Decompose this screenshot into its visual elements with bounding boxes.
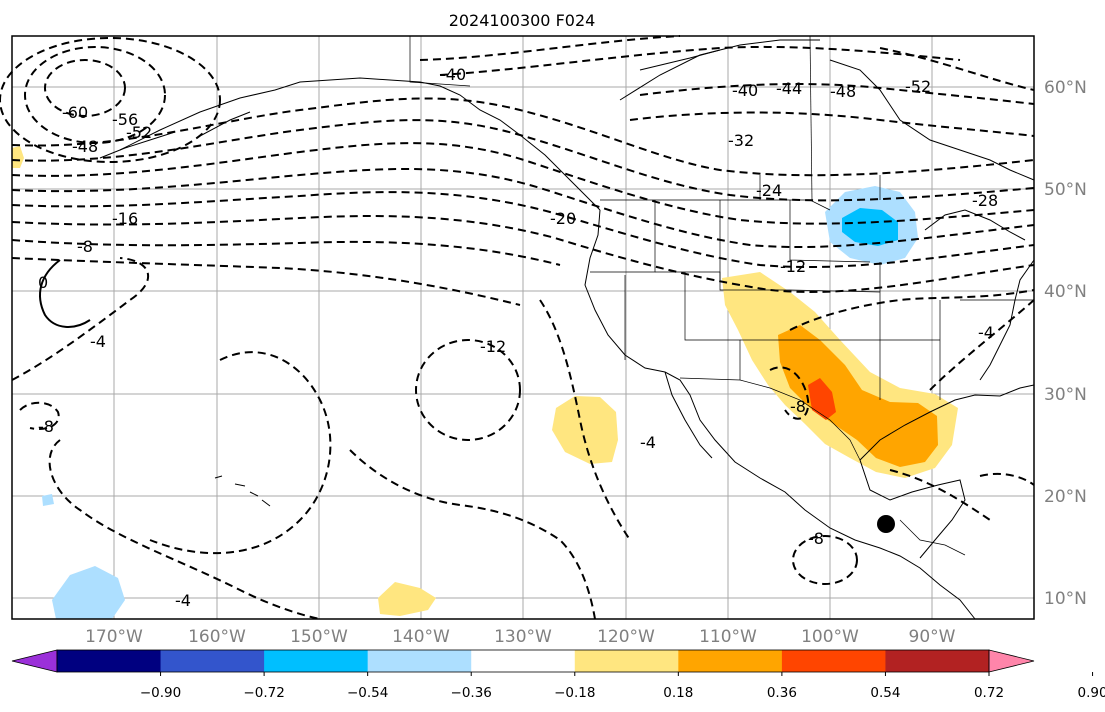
lat-label: 30°N	[1044, 385, 1087, 405]
anomaly-shading	[12, 146, 958, 619]
lon-label: 170°W	[85, 627, 143, 647]
negative-anomaly-blue-region	[842, 208, 898, 246]
colorbar-tick-label: 0.72	[974, 685, 1004, 701]
lat-label: 20°N	[1044, 487, 1087, 507]
colorbar	[11, 649, 1035, 673]
lon-label: 130°W	[494, 627, 552, 647]
contour-label: -44	[776, 79, 802, 98]
colorbar-extend-high	[988, 649, 1035, 673]
positive-anomaly-orange-region	[778, 325, 938, 467]
colorbar-tick-label: −0.72	[243, 685, 284, 701]
contour-label: -4	[175, 591, 191, 610]
political-borders	[409, 35, 1034, 556]
lat-label: 10°N	[1044, 589, 1087, 609]
contour-label: -4	[90, 332, 106, 351]
lon-label: 100°W	[801, 627, 859, 647]
coastlines	[99, 39, 1035, 620]
colorbar-segment	[471, 650, 576, 672]
lon-label: 160°W	[188, 627, 246, 647]
colorbar-segment	[57, 650, 162, 672]
contour-label: -4	[978, 323, 994, 342]
lon-label: 120°W	[597, 627, 655, 647]
longitude-labels: 170°W 160°W 150°W 140°W 130°W 120°W 110°…	[85, 627, 956, 647]
contour-label: -28	[972, 191, 998, 210]
negative-anomaly-southwest-patch	[52, 566, 125, 619]
contour-label: 0	[38, 273, 48, 292]
contour-label: -48	[72, 137, 98, 156]
contour-label: -8	[38, 417, 54, 436]
contour-label: -52	[126, 123, 152, 142]
contour-label: -8	[790, 397, 806, 416]
colorbar-tick-label: −0.36	[451, 685, 492, 701]
height-anomaly-contours	[0, 35, 1035, 620]
contour-label: -12	[780, 257, 806, 276]
colorbar-tick-label: −0.18	[554, 685, 595, 701]
contour-label: -56	[112, 110, 138, 129]
station-marker-dot	[877, 515, 895, 533]
colorbar-segment	[781, 650, 886, 672]
colorbar-segment	[678, 650, 783, 672]
map-title: 2024100300 F024	[449, 11, 596, 30]
contour-label: -8	[808, 529, 824, 548]
colorbar-tick-label: 0.18	[663, 685, 693, 701]
lat-label: 60°N	[1044, 78, 1087, 98]
map-frame	[11, 35, 1035, 620]
contour-label-group: -60 -56 -52 -48 -40 -40 -44 -48 -52 -32 …	[38, 65, 998, 610]
colorbar-segment	[367, 650, 472, 672]
contour-label: -32	[728, 131, 754, 150]
contour-label: -8	[77, 237, 93, 256]
colorbar-segment	[160, 650, 265, 672]
colorbar-tick-label: −0.90	[140, 685, 181, 701]
colorbar-tick-label: −0.54	[347, 685, 388, 701]
lat-label: 40°N	[1044, 282, 1087, 302]
contour-label: -4	[640, 433, 656, 452]
lat-label: 50°N	[1044, 180, 1087, 200]
positive-anomaly-red-region	[808, 378, 836, 420]
contour-label: -40	[732, 81, 758, 100]
colorbar-extend-low	[11, 649, 58, 673]
contour-label: -52	[905, 77, 931, 96]
colorbar-segment	[574, 650, 679, 672]
contour-label: -12	[480, 337, 506, 356]
positive-anomaly-pacific-patch	[552, 396, 618, 464]
lon-label: 150°W	[290, 627, 348, 647]
colorbar-tick-label: 0.90	[1078, 685, 1105, 701]
contour-label: -24	[756, 181, 782, 200]
colorbar-segment	[264, 650, 369, 672]
contour-label: -48	[830, 82, 856, 101]
colorbar-tick-labels: −0.90 −0.72 −0.54 −0.36 −0.18 0.18 0.36 0.54 0.7…	[140, 672, 1105, 701]
colorbar-tick-label: 0.36	[767, 685, 797, 701]
contour-label: -60	[62, 103, 88, 122]
colorbar-tick-label: 0.54	[870, 685, 900, 701]
contour-label: -40	[440, 65, 466, 84]
contour-label: -20	[550, 209, 576, 228]
contour-label: -16	[112, 209, 138, 228]
lon-label: 110°W	[699, 627, 757, 647]
lon-label: 140°W	[392, 627, 450, 647]
latitude-labels: 60°N 50°N 40°N 30°N 20°N 10°N	[1044, 78, 1087, 609]
colorbar-segment	[885, 650, 990, 672]
positive-anomaly-south-patch	[378, 582, 436, 616]
lon-label: 90°W	[909, 627, 956, 647]
